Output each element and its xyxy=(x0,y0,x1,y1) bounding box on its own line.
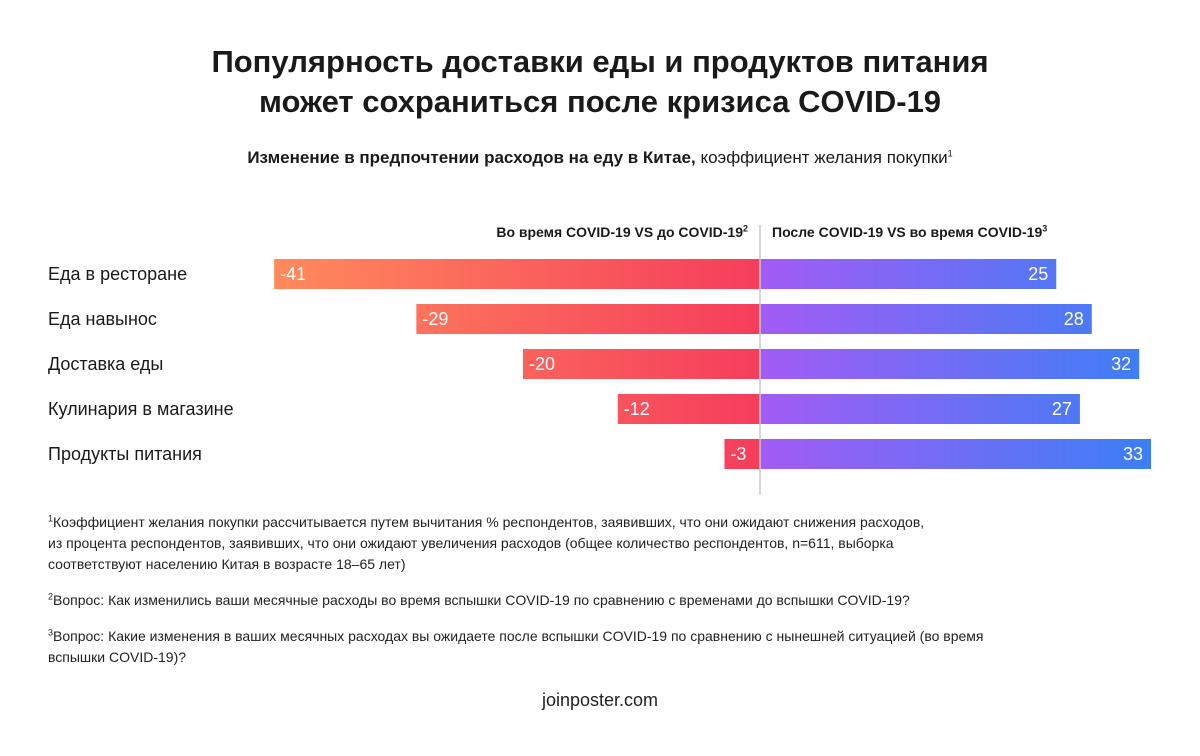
bar-after-value: 32 xyxy=(1111,354,1131,374)
bar-after xyxy=(760,394,1080,424)
footnote-3-marker: 3 xyxy=(48,627,54,638)
footnote-1-marker: 1 xyxy=(48,513,54,524)
footnote-2-text-1: Вопрос: Как изменились ваши месячные рас… xyxy=(53,592,910,608)
chart-subtitle: Изменение в предпочтении расходов на еду… xyxy=(0,148,1200,168)
series-header-after: После COVID-19 VS во время COVID-193 xyxy=(772,224,1047,240)
page-title: Популярность доставки еды и продуктов пи… xyxy=(0,42,1200,122)
bar-during xyxy=(724,439,760,469)
bar-after xyxy=(760,304,1092,334)
footnote-1: 1Коэффициент желания покупки рассчитывае… xyxy=(48,512,1158,575)
bar-during-value: -3 xyxy=(730,444,746,464)
footnote-3-line-2: вспышки COVID-19)? xyxy=(48,649,187,665)
bar-during-value: -20 xyxy=(529,354,555,374)
bar-during xyxy=(274,259,760,289)
footnote-1-line-3: соответствуют населению Китая в возрасте… xyxy=(48,556,406,572)
category-label: Продукты питания xyxy=(48,444,202,464)
footnote-3: 3Вопрос: Какие изменения в ваших месячны… xyxy=(48,626,1158,668)
series-header-during-ref: 2 xyxy=(742,223,748,234)
footnote-2: 2Вопрос: Как изменились ваши месячные ра… xyxy=(48,590,1158,611)
title-line-1: Популярность доставки еды и продуктов пи… xyxy=(211,44,989,79)
bar-after-value: 28 xyxy=(1064,309,1084,329)
bar-during-value: -29 xyxy=(422,309,448,329)
footnotes: 1Коэффициент желания покупки рассчитывае… xyxy=(48,512,1158,683)
category-label: Еда в ресторане xyxy=(48,264,187,284)
footnote-1-text-1: Коэффициент желания покупки рассчитывает… xyxy=(53,514,925,530)
footnote-2-marker: 2 xyxy=(48,591,54,602)
footnote-3-line-1: 3Вопрос: Какие изменения в ваших месячны… xyxy=(48,626,1158,647)
bar-during-value: -12 xyxy=(624,399,650,419)
series-header-after-ref: 3 xyxy=(1042,223,1048,234)
series-header-during-label: Во время COVID-19 VS до COVID-19 xyxy=(496,224,743,240)
series-header-during: Во время COVID-19 VS до COVID-192 xyxy=(496,224,748,240)
bar-during xyxy=(416,304,760,334)
footnote-1-line-1: 1Коэффициент желания покупки рассчитывае… xyxy=(48,512,1158,533)
subtitle-footnote-ref: 1 xyxy=(947,148,953,159)
subtitle-bold: Изменение в предпочтении расходов на еду… xyxy=(247,148,696,167)
title-line-2: может сохраниться после кризиса COVID-19 xyxy=(258,84,942,119)
footnote-1-line-2: из процента респондентов, заявивших, что… xyxy=(48,535,894,551)
footnote-3-text-1: Вопрос: Какие изменения в ваших месячных… xyxy=(53,628,984,644)
bar-after xyxy=(760,349,1140,379)
category-label: Еда навынос xyxy=(48,309,157,329)
category-label: Доставка еды xyxy=(48,354,163,374)
category-label: Кулинария в магазине xyxy=(48,399,234,419)
bar-during xyxy=(523,349,760,379)
bar-after-value: 25 xyxy=(1028,264,1048,284)
source-footer: joinposter.com xyxy=(541,690,659,710)
bar-during-value: -41 xyxy=(280,264,306,284)
bar-after xyxy=(760,439,1152,469)
bar-during xyxy=(617,394,760,424)
series-header-after-label: После COVID-19 VS во время COVID-19 xyxy=(772,224,1043,240)
bar-after-value: 33 xyxy=(1123,444,1143,464)
footnote-2-line-1: 2Вопрос: Как изменились ваши месячные ра… xyxy=(48,590,1158,611)
bar-after xyxy=(760,259,1057,289)
subtitle-normal: коэффициент желания покупки xyxy=(695,148,948,167)
bar-after-value: 27 xyxy=(1052,399,1072,419)
